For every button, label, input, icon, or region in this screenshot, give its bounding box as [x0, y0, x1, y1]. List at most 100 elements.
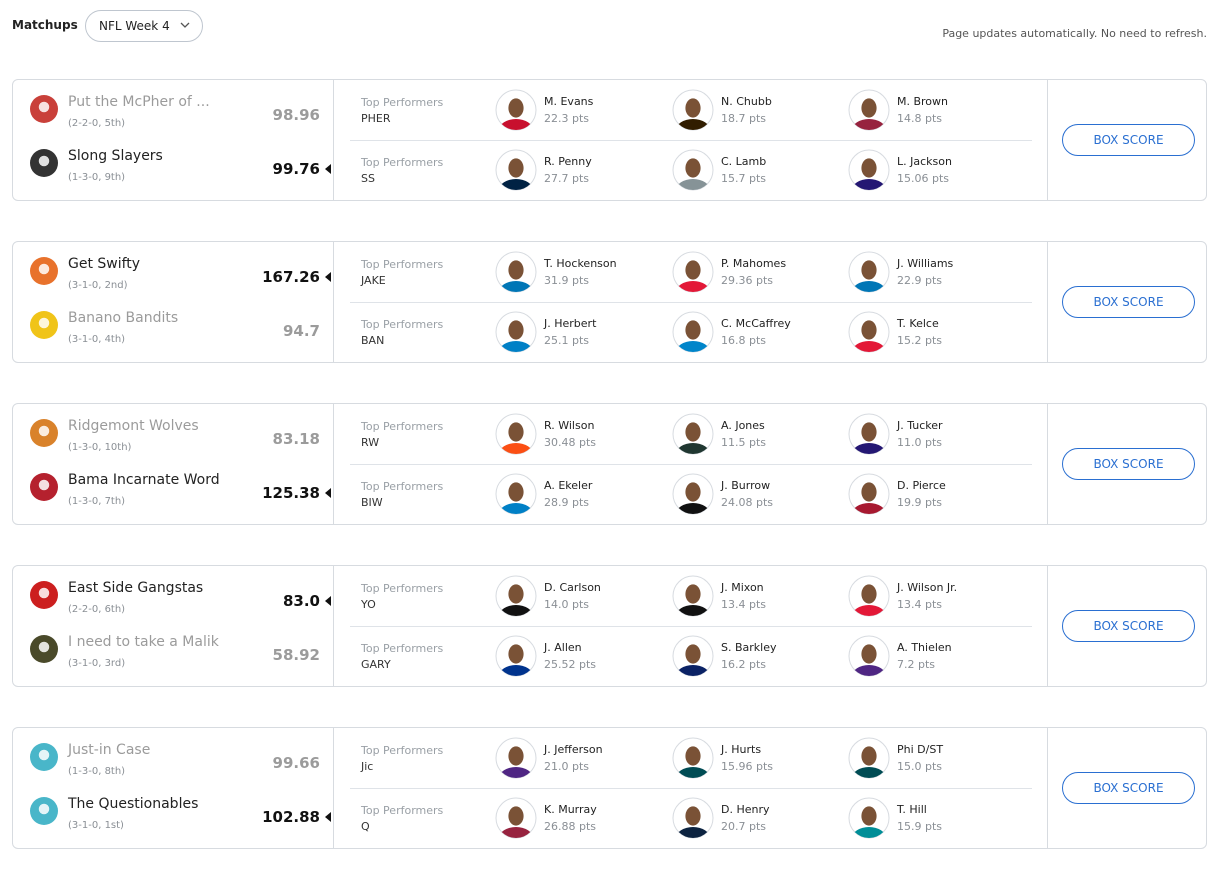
player-points: 28.9 pts	[544, 496, 590, 509]
player-headshot	[495, 149, 537, 191]
player-points: 31.9 pts	[544, 274, 590, 287]
team-record: (2-2-0, 5th)	[68, 118, 126, 129]
team-logo	[30, 257, 58, 285]
team-score: 83.0	[282, 592, 320, 610]
player-points: 16.8 pts	[721, 334, 767, 347]
box-score-button[interactable]: BOX SCORE	[1062, 124, 1195, 156]
player-headshot	[495, 635, 537, 677]
player-headshot	[848, 413, 890, 455]
performers-label: Top Performers	[361, 744, 444, 757]
player-name: R. Penny	[544, 155, 592, 168]
column-divider	[333, 566, 334, 686]
team-logo	[30, 581, 58, 609]
performers-label: Top Performers	[361, 480, 444, 493]
team-name: Put the McPher of ...	[68, 94, 210, 110]
box-score-button[interactable]: BOX SCORE	[1062, 772, 1195, 804]
team-logo	[30, 635, 58, 663]
player-headshot	[848, 797, 890, 839]
dropdown-chevron	[180, 22, 190, 28]
performers-label: Top Performers	[361, 318, 444, 331]
player-headshot	[672, 251, 714, 293]
player-points: 29.36 pts	[721, 274, 774, 287]
team-abbrev: BAN	[361, 334, 385, 347]
team-abbrev: YO	[361, 598, 376, 611]
column-divider	[1047, 728, 1048, 848]
player-headshot	[495, 575, 537, 617]
player-headshot	[848, 89, 890, 131]
team-abbrev: BIW	[361, 496, 383, 509]
player-headshot	[672, 473, 714, 515]
player-headshot	[495, 311, 537, 353]
column-divider	[1047, 80, 1048, 200]
team-score: 125.38	[262, 484, 320, 502]
player-points: 20.7 pts	[721, 820, 767, 833]
performers-label: Top Performers	[361, 96, 444, 109]
player-headshot	[848, 575, 890, 617]
matchup-card: East Side Gangstas (2-2-0, 6th) 83.0 Top Pe…	[12, 565, 1207, 687]
player-name: P. Mahomes	[721, 257, 787, 270]
box-score-button[interactable]: BOX SCORE	[1062, 286, 1195, 318]
team-record: (3-1-0, 3rd)	[68, 658, 126, 669]
team-score: 83.18	[272, 430, 320, 448]
column-divider	[333, 404, 334, 524]
team-score: 98.96	[272, 106, 320, 124]
team-record: (1-3-0, 7th)	[68, 496, 126, 507]
column-divider	[1047, 566, 1048, 686]
matchup-card: Get Swifty (3-1-0, 2nd) 167.26 Top Performe…	[12, 241, 1207, 363]
winner-arrow	[325, 596, 331, 606]
player-name: N. Chubb	[721, 95, 772, 108]
player-name: A. Jones	[721, 419, 765, 432]
player-headshot	[672, 797, 714, 839]
team-abbrev: PHER	[361, 112, 391, 125]
player-name: D. Carlson	[544, 581, 601, 594]
week-label: NFL Week 4	[99, 19, 170, 33]
winner-arrow	[325, 488, 331, 498]
matchup-card: Ridgemont Wolves (1-3-0, 10th) 83.18 Top Pe…	[12, 403, 1207, 525]
column-divider	[333, 80, 334, 200]
player-headshot	[495, 251, 537, 293]
player-points: 25.52 pts	[544, 658, 597, 671]
player-points: 15.9 pts	[897, 820, 943, 833]
player-headshot	[848, 737, 890, 779]
row-divider	[350, 626, 1032, 627]
column-divider	[333, 728, 334, 848]
player-name: D. Pierce	[897, 479, 946, 492]
page-title: Matchups	[12, 18, 78, 32]
performers-label: Top Performers	[361, 582, 444, 595]
player-name: J. Wilson Jr.	[897, 581, 958, 594]
team-score: 102.88	[262, 808, 320, 826]
player-name: J. Allen	[544, 641, 582, 654]
performers-label: Top Performers	[361, 420, 444, 433]
team-logo	[30, 473, 58, 501]
week-dropdown[interactable]: NFL Week 4	[85, 10, 203, 42]
player-name: T. Kelce	[897, 317, 939, 330]
player-name: J. Mixon	[721, 581, 764, 594]
team-score: 99.66	[272, 754, 320, 772]
player-name: D. Henry	[721, 803, 770, 816]
team-logo	[30, 743, 58, 771]
box-score-button[interactable]: BOX SCORE	[1062, 448, 1195, 480]
player-points: 15.7 pts	[721, 172, 767, 185]
player-points: 7.2 pts	[897, 658, 936, 671]
column-divider	[333, 242, 334, 362]
player-name: A. Ekeler	[544, 479, 593, 492]
team-abbrev: Jic	[361, 760, 374, 773]
player-name: C. McCaffrey	[721, 317, 791, 330]
box-score-button[interactable]: BOX SCORE	[1062, 610, 1195, 642]
row-divider	[350, 788, 1032, 789]
player-points: 16.2 pts	[721, 658, 767, 671]
player-points: 15.96 pts	[721, 760, 774, 773]
player-headshot	[672, 89, 714, 131]
player-points: 14.8 pts	[897, 112, 943, 125]
player-name: L. Jackson	[897, 155, 952, 168]
player-headshot	[495, 473, 537, 515]
player-points: 13.4 pts	[897, 598, 943, 611]
team-name: Bama Incarnate Word	[68, 472, 220, 488]
performers-label: Top Performers	[361, 642, 444, 655]
refresh-notice: Page updates automatically. No need to r…	[942, 27, 1207, 40]
row-divider	[350, 140, 1032, 141]
player-name: M. Evans	[544, 95, 594, 108]
performers-label: Top Performers	[361, 804, 444, 817]
